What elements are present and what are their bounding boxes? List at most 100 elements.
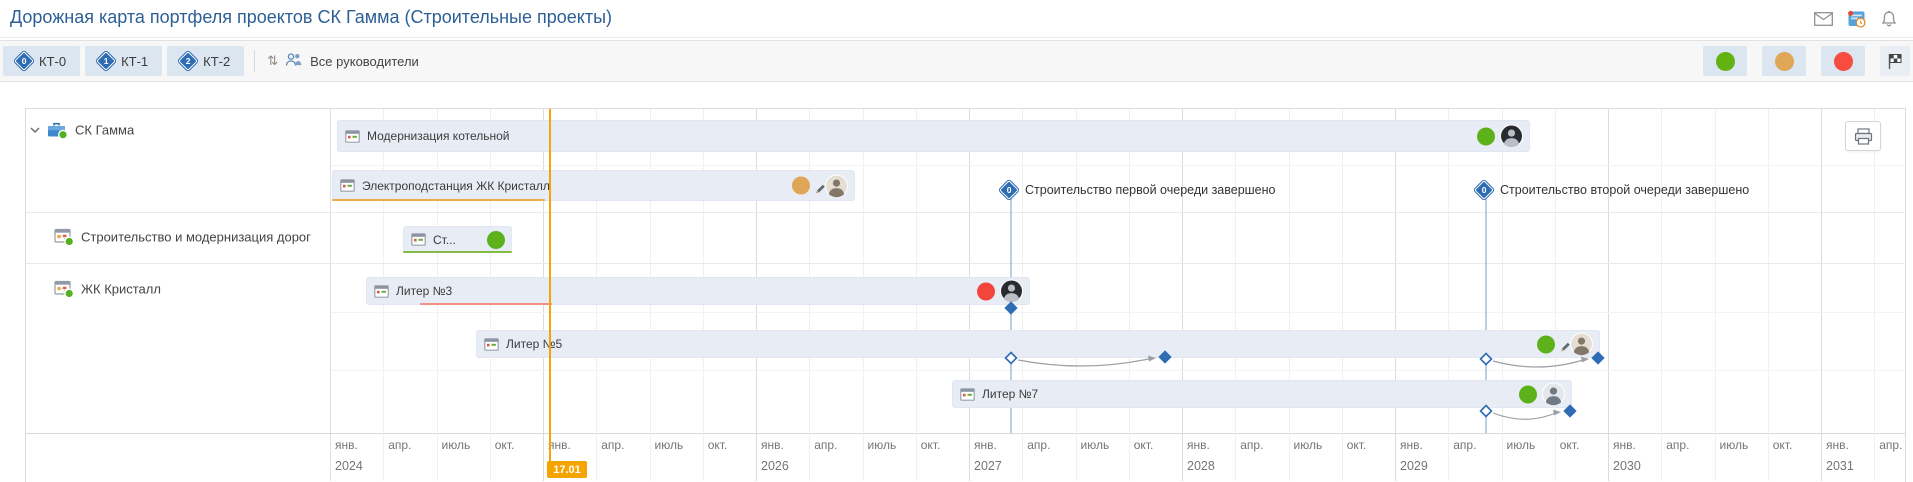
printer-icon [1854, 127, 1872, 145]
tree-item-label: СК Гамма [75, 122, 135, 138]
tree-row-1[interactable]: СК Гамма [26, 110, 330, 212]
bar-doc-icon [411, 233, 426, 246]
pencil-icon [1560, 342, 1571, 353]
milestone-label: Строительство первой очереди завершено [1025, 183, 1276, 197]
avatar[interactable] [825, 174, 848, 197]
axis-month-label: июль [867, 438, 897, 452]
status-green-filter-button[interactable] [1703, 46, 1747, 76]
axis-year-label: 2030 [1613, 459, 1641, 473]
axis-month-label: июль [654, 438, 684, 452]
grid-quarter-line [1448, 109, 1450, 481]
toolbar: 0 КТ-0 1 КТ-1 2 КТ-2 ⇅ Все руководители [0, 40, 1913, 82]
status-dot [1537, 335, 1555, 353]
grid-quarter-line [1554, 109, 1556, 481]
grid-quarter-line [1128, 109, 1130, 481]
gantt-bar-elektropodstantsiya-zhk-kristall[interactable]: Электроподстанция ЖК Кристалл [332, 170, 855, 201]
axis-month-label: апр. [1027, 438, 1051, 452]
axis-month-label: окт. [1559, 438, 1580, 452]
project-icon [54, 280, 74, 298]
gantt-bar-liter-7[interactable]: Литер №7 [952, 380, 1572, 408]
avatar[interactable] [1542, 382, 1565, 406]
gantt-bar-stroitelstvo-truncated[interactable]: Ст... [403, 226, 512, 253]
avatar[interactable] [1500, 124, 1523, 148]
tree-row-3[interactable]: ЖК Кристалл [26, 263, 330, 433]
bar-doc-icon [340, 179, 355, 192]
axis-month-label: янв. [548, 438, 571, 452]
page-title: Дорожная карта портфеля проектов СК Гамм… [10, 7, 613, 27]
kt-button-0[interactable]: 0 КТ-0 [3, 46, 81, 76]
kt-diamond-icon: 0 [1472, 178, 1496, 202]
bar-doc-icon [484, 337, 499, 351]
grid-quarter-line [1235, 109, 1237, 481]
axis-month-label: янв. [974, 438, 997, 452]
axis-month-label: июль [1719, 438, 1749, 452]
milestone-line [1485, 197, 1487, 433]
progress-underline [332, 199, 545, 201]
milestone-2[interactable]: 0 Строительство второй очереди завершено [1472, 178, 1750, 202]
bell-icon[interactable] [1879, 9, 1899, 28]
milestone-line [1010, 197, 1012, 433]
milestones-flag-button[interactable] [1880, 46, 1910, 76]
today-date-badge: 17.01 [547, 461, 587, 478]
avatar[interactable] [1570, 332, 1593, 356]
status-red-filter-button[interactable] [1821, 46, 1865, 76]
bar-doc-icon [345, 129, 360, 143]
axis-month-label: янв. [1400, 438, 1423, 452]
managers-filter[interactable]: ⇅ Все руководители [267, 52, 419, 70]
gantt-bar-liter-5[interactable]: Литер №5 [476, 330, 1600, 358]
milestone-1[interactable]: 0 Строительство первой очереди завершено [997, 178, 1276, 202]
gantt-bar-modernizatsiya-kotelnoy[interactable]: Модернизация котельной [337, 120, 1530, 152]
grid-quarter-line [1661, 109, 1663, 481]
avatar[interactable] [1000, 279, 1023, 303]
status-dot [487, 230, 505, 249]
grid-year-line [1821, 109, 1822, 481]
bar-label: Литер №3 [396, 284, 453, 298]
checkered-flag-icon [1888, 53, 1902, 69]
axis-year-label: 2024 [335, 459, 363, 473]
axis-month-label: окт. [494, 438, 515, 452]
kt-button-2[interactable]: 2 КТ-2 [167, 46, 245, 76]
axis-month-label: янв. [1613, 438, 1636, 452]
managers-filter-label: Все руководители [310, 53, 419, 69]
axis-year-label: 2029 [1400, 459, 1428, 473]
progress-underline [403, 251, 512, 253]
chevron-down-icon[interactable] [30, 127, 40, 134]
kt-button-1[interactable]: 1 КТ-1 [85, 46, 163, 76]
axis-month-label: янв. [335, 438, 358, 452]
kt-button-label: КТ-2 [203, 53, 231, 69]
axis-month-label: окт. [1772, 438, 1793, 452]
milestone-label: Строительство второй очереди завершено [1500, 183, 1750, 197]
bar-label: Литер №5 [506, 337, 563, 351]
status-filter-buttons [1703, 46, 1865, 76]
row-separator [26, 212, 1904, 213]
axis-month-label: апр. [601, 438, 625, 452]
tree-row-2[interactable]: Строительство и модернизация дорог [26, 212, 330, 263]
progress-underline [420, 303, 552, 305]
grid-year-line [1395, 109, 1396, 481]
bar-label: Литер №7 [982, 387, 1039, 401]
kt-button-label: КТ-1 [121, 53, 149, 69]
kt-diamond-icon: 0 [997, 178, 1021, 202]
kt-button-label: КТ-0 [39, 53, 67, 69]
axis-month-label: янв. [1826, 438, 1849, 452]
grid-quarter-line [1874, 109, 1876, 481]
axis-month-label: июль [441, 438, 471, 452]
status-orange-dot-icon [1774, 51, 1794, 71]
axis-month-label: окт. [1133, 438, 1154, 452]
status-orange-filter-button[interactable] [1762, 46, 1806, 76]
gantt-bar-liter-3[interactable]: Литер №3 [366, 277, 1030, 305]
tree-item-label: ЖК Кристалл [81, 281, 161, 297]
status-dot [1519, 385, 1537, 403]
sort-icon: ⇅ [267, 53, 279, 68]
axis-month-label: апр. [814, 438, 838, 452]
grid-year-line [1182, 109, 1183, 481]
status-dot [1477, 127, 1495, 145]
lane-separator [331, 370, 1904, 371]
axis-month-label: янв. [1187, 438, 1210, 452]
planner-icon[interactable] [1846, 9, 1866, 28]
mail-icon[interactable] [1813, 9, 1833, 28]
lane-separator [331, 312, 1904, 313]
print-button[interactable] [1845, 121, 1881, 151]
grid-quarter-line [1714, 109, 1716, 481]
